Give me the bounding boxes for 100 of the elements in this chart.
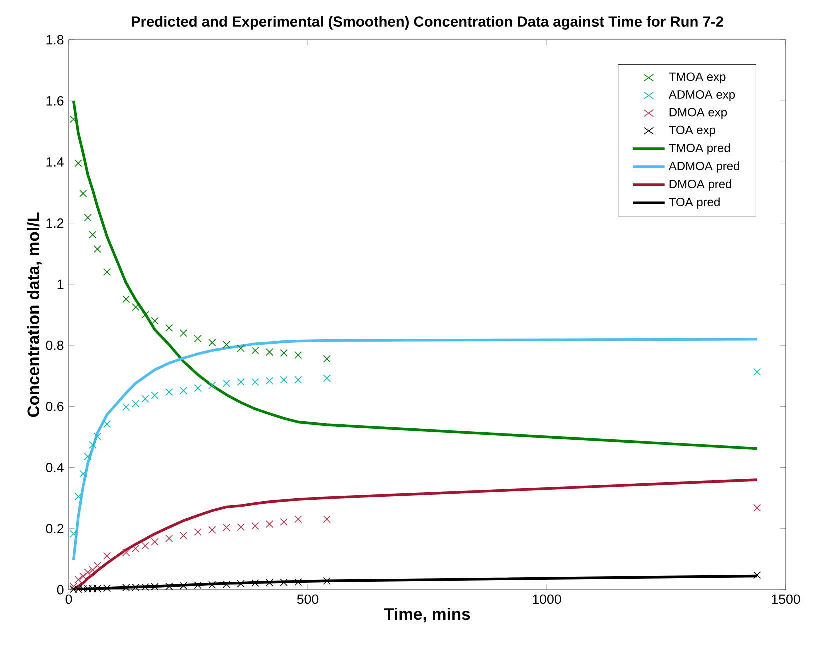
point <box>237 524 245 532</box>
point <box>122 548 130 557</box>
y-tick-label: 0 <box>57 585 64 595</box>
point <box>74 576 82 584</box>
point <box>323 577 331 585</box>
point <box>237 580 245 588</box>
point <box>280 518 288 526</box>
point <box>194 582 202 590</box>
point <box>323 374 331 382</box>
point <box>132 304 140 312</box>
point <box>280 349 288 357</box>
point <box>266 520 274 528</box>
point <box>754 572 762 580</box>
point <box>754 504 762 512</box>
line-series <box>72 100 759 450</box>
point <box>294 376 302 384</box>
x-tick-label: 0 <box>66 594 72 604</box>
point <box>180 330 188 338</box>
point <box>80 572 88 580</box>
point <box>266 579 274 587</box>
point <box>237 378 245 386</box>
point <box>94 562 102 570</box>
chart-title: Predicted and Experimental (Smoothen) Concentration Data against Time for Run 7-2 <box>132 16 724 30</box>
point <box>194 528 202 536</box>
point <box>252 346 260 355</box>
point <box>166 324 174 332</box>
point <box>89 231 97 239</box>
point <box>208 339 216 347</box>
point <box>266 377 274 385</box>
point <box>166 534 174 542</box>
point <box>103 268 112 276</box>
y-tick-label: 1.6 <box>46 96 64 106</box>
point <box>80 190 88 198</box>
point <box>323 355 331 363</box>
point <box>323 516 331 524</box>
legend-label: DMOA exp <box>670 108 728 120</box>
point <box>151 538 159 546</box>
point <box>70 116 78 124</box>
legend-label: TOA pred <box>669 198 720 209</box>
point <box>151 392 159 400</box>
point <box>74 160 82 168</box>
point <box>89 566 97 574</box>
y-tick-label: 1.4 <box>46 158 64 167</box>
point <box>84 568 92 576</box>
point <box>70 582 78 590</box>
point <box>252 579 260 588</box>
point <box>94 432 102 440</box>
legend-label: TMOA pred <box>669 144 730 155</box>
point <box>74 493 82 501</box>
x-tick-label: 1000 <box>533 594 562 604</box>
point <box>84 214 92 222</box>
legend-label: DMOA pred <box>670 180 732 191</box>
point <box>142 395 150 403</box>
point <box>294 352 302 360</box>
point <box>208 581 216 589</box>
point <box>103 420 112 428</box>
point <box>142 542 150 550</box>
point <box>194 384 202 392</box>
point <box>103 552 112 560</box>
point <box>294 578 302 586</box>
point <box>294 516 302 524</box>
point <box>194 335 202 343</box>
point <box>208 526 216 534</box>
legend-label: TOA exp <box>669 126 716 137</box>
point <box>94 246 102 254</box>
point <box>280 578 288 586</box>
legend-label: ADMOA exp <box>668 90 736 102</box>
point <box>89 441 97 449</box>
point <box>122 296 130 304</box>
legend-label: ADMOA pred <box>668 162 740 173</box>
point <box>222 524 231 532</box>
point <box>266 348 274 356</box>
y-tick-label: 0.4 <box>46 463 64 472</box>
point <box>166 388 174 396</box>
point <box>280 376 288 384</box>
x-tick-label: 1500 <box>772 594 800 604</box>
legend-label: TMOA exp <box>669 72 726 84</box>
point <box>222 341 231 349</box>
point <box>222 380 231 388</box>
point <box>132 400 140 408</box>
y-axis-title: Concentration data, mol/L <box>27 212 42 418</box>
point <box>132 544 140 553</box>
y-tick-label: 1 <box>58 280 64 290</box>
y-tick-label: 1.8 <box>46 35 64 45</box>
point <box>754 368 762 376</box>
point <box>208 382 216 390</box>
point <box>180 386 188 395</box>
y-tick-label: 1.2 <box>46 218 64 228</box>
y-tick-label: 0.2 <box>46 524 64 534</box>
x-tick-label: 500 <box>297 594 319 604</box>
point <box>222 580 231 588</box>
point <box>122 403 130 412</box>
point <box>80 470 88 478</box>
point <box>237 344 245 352</box>
point <box>70 530 78 538</box>
point <box>84 452 92 461</box>
point <box>252 522 260 530</box>
x-axis-title: Time, mins <box>384 608 470 623</box>
y-tick-label: 0.6 <box>46 402 64 412</box>
y-tick-label: 0.8 <box>46 340 64 350</box>
